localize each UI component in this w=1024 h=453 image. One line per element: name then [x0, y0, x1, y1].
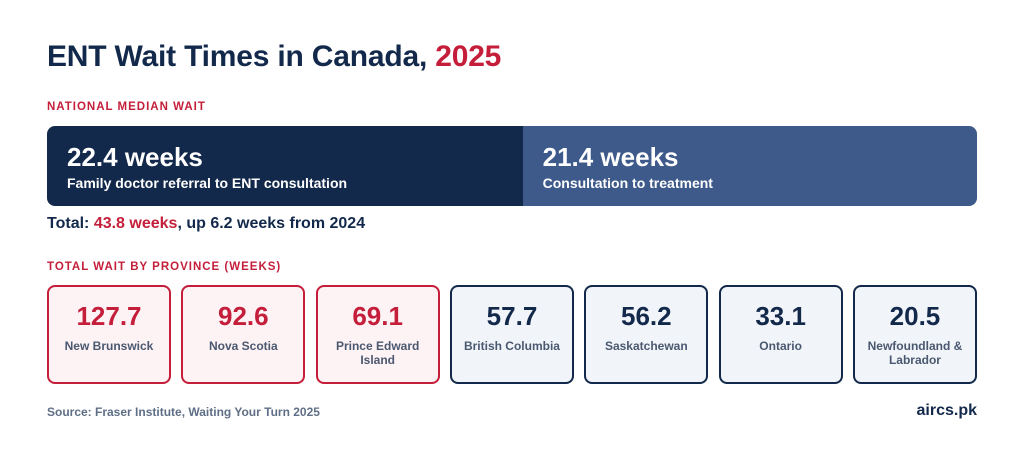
segment-value: 22.4 weeks — [67, 142, 203, 172]
province-card: 33.1 Ontario — [718, 285, 843, 384]
province-card: 92.6 Nova Scotia — [181, 285, 306, 384]
province-name: Saskatchewan — [604, 339, 688, 353]
national-median-label: NATIONAL MEDIAN WAIT — [47, 101, 206, 113]
title-year: 2025 — [435, 40, 502, 73]
province-section-label: TOTAL WAIT BY PROVINCE (WEEKS) — [47, 261, 282, 273]
page-title: ENT Wait Times in Canada, 2025 — [47, 40, 501, 74]
province-value: 92.6 — [218, 301, 269, 331]
province-name: Nova Scotia — [208, 339, 278, 353]
province-card: 69.1 Prince Edward Island — [315, 285, 440, 384]
province-name: British Columbia — [463, 339, 560, 353]
province-value: 57.7 — [486, 301, 538, 331]
brand-link[interactable]: aircs.pk — [916, 402, 977, 419]
province-name: Newfoundland & Labrador — [867, 339, 963, 367]
province-name: New Brunswick — [64, 339, 154, 353]
national-wait-bar: 22.4 weeks Family doctor referral to ENT… — [47, 126, 977, 206]
segment-label: Consultation to treatment — [542, 175, 713, 191]
segment-value: 21.4 weeks — [542, 142, 679, 172]
province-name: Prince Edward Island — [335, 339, 420, 367]
province-value: 69.1 — [352, 301, 403, 331]
total-wait-summary: Total: 43.8 weeks, up 6.2 weeks from 202… — [47, 215, 365, 233]
province-card: 57.7 British Columbia — [449, 285, 574, 384]
province-value: 33.1 — [755, 301, 806, 331]
total-prefix: Total: — [47, 215, 94, 232]
total-suffix: , up 6.2 weeks from 2024 — [177, 215, 366, 232]
title-text: ENT Wait Times in Canada, — [47, 40, 436, 73]
province-card: 20.5 Newfoundland & Labrador — [852, 285, 977, 384]
bar-segment-treatment: 21.4 weeks Consultation to treatment — [522, 126, 977, 206]
province-value: 127.7 — [76, 301, 142, 331]
province-card: 56.2 Saskatchewan — [584, 285, 709, 384]
province-value: 20.5 — [889, 301, 941, 331]
segment-label: Family doctor referral to ENT consultati… — [67, 175, 348, 191]
source-note: Source: Fraser Institute, Waiting Your T… — [47, 405, 320, 419]
bar-segment-consultation: 22.4 weeks Family doctor referral to ENT… — [47, 126, 523, 206]
province-name: Ontario — [759, 339, 802, 353]
province-card: 127.7 New Brunswick — [47, 285, 171, 384]
province-value: 56.2 — [621, 301, 672, 331]
total-value: 43.8 weeks — [93, 215, 178, 232]
